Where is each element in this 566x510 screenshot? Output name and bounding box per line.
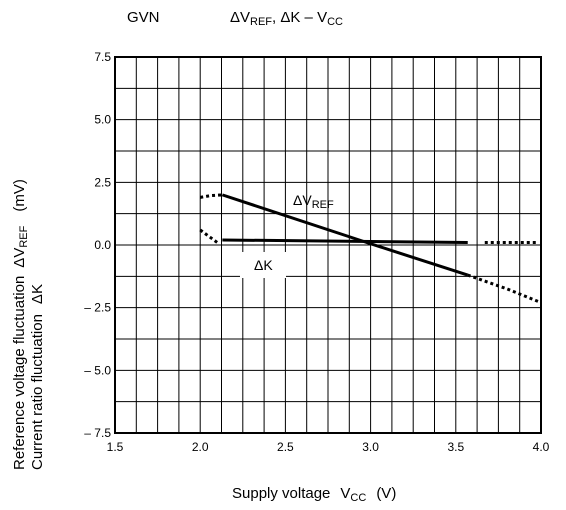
curve-solid-segment: [222, 238, 468, 244]
y-tick-label: 2.5: [94, 175, 111, 189]
x-tick-label: 1.5: [107, 440, 124, 454]
x-tick-label: 2.0: [192, 440, 209, 454]
y-tick-label: 7.5: [94, 50, 111, 64]
curve-dotted-segment: [467, 273, 542, 305]
plot-frame: [114, 56, 542, 434]
curve-dotted-segment: [199, 228, 219, 244]
y-tick-label: – 7.5: [84, 426, 111, 440]
y-tick-label: – 2.5: [84, 301, 111, 315]
curves: [199, 193, 542, 305]
dvref-annotation: ΔVREF: [293, 192, 334, 211]
y-axis-label-line2: Current ratio fluctuationΔK: [29, 284, 46, 470]
y-tick-label: – 5.0: [84, 363, 111, 377]
curve-dotted-segment: [199, 193, 223, 199]
y-tick-labels: 7.5 5.0 2.5 0.0 – 2.5 – 5.0 – 7.5: [84, 50, 111, 440]
y-tick-label: 0.0: [94, 238, 111, 252]
grid: [114, 56, 542, 434]
device-label: GVN: [127, 9, 160, 26]
x-axis-label: Supply voltage VCC (V): [232, 485, 396, 504]
x-tick-label: 4.0: [533, 440, 550, 454]
y-axis-label-line1: Reference voltage fluctuationΔVREF(mV): [11, 179, 30, 470]
x-tick-label: 2.5: [277, 440, 294, 454]
x-tick-label: 3.0: [362, 440, 379, 454]
dk-annotation: ΔK: [254, 257, 273, 273]
x-tick-label: 3.5: [447, 440, 464, 454]
curve-solid-segment: [221, 193, 469, 277]
y-tick-label: 5.0: [94, 113, 111, 127]
dk-annotation-box: [240, 252, 286, 278]
x-tick-labels: 1.5 2.0 2.5 3.0 3.5 4.0: [107, 440, 550, 454]
chart-title: ΔVREF, ΔK – VCC: [230, 9, 343, 28]
